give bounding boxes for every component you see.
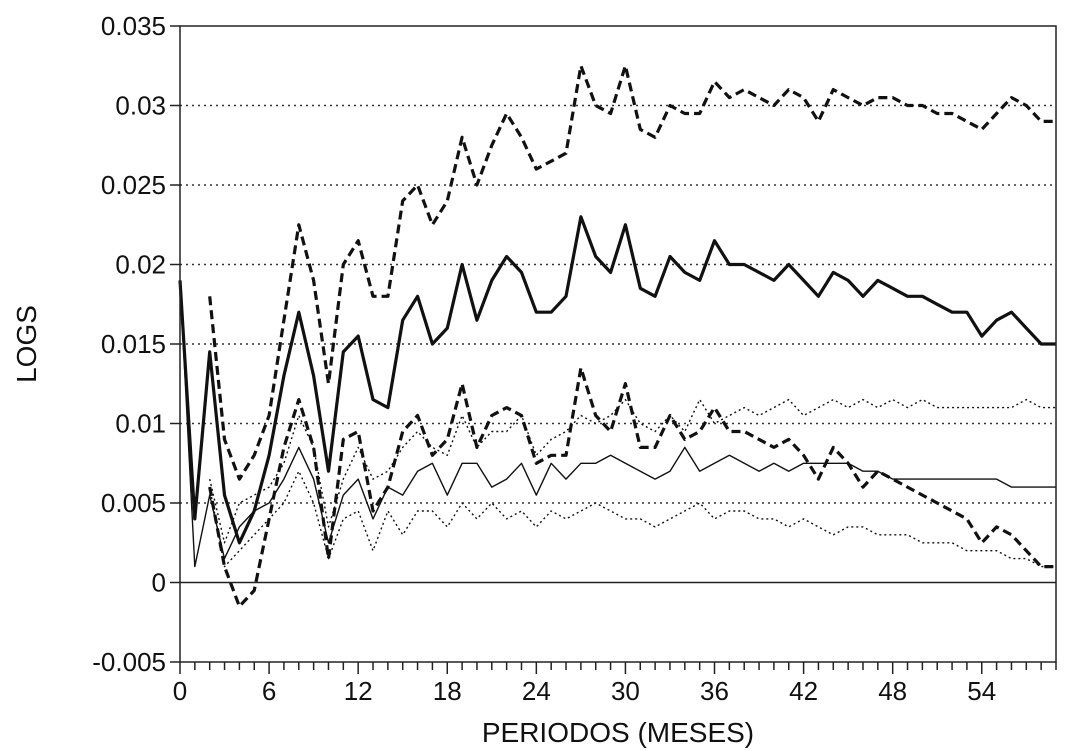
x-tick-label: 48 [878,676,907,706]
x-tick-label: 30 [611,676,640,706]
x-axis-ticks: 0 6 12 18 24 30 36 42 48 54 [173,662,1057,706]
x-tick-label: 24 [522,676,551,706]
x-tick-label: 12 [344,676,373,706]
series-line-3 [208,366,1056,609]
series-line-2 [208,64,1056,481]
series-layer [178,64,1056,609]
x-tick-label: 36 [700,676,729,706]
y-tick-label: 0.01 [115,409,166,439]
y-tick-label: 0.005 [101,488,166,518]
series-line-6 [209,470,1056,568]
y-tick-label: 0.02 [115,250,166,280]
y-tick-label: 0.03 [115,91,166,121]
series-line-1 [178,215,1056,545]
y-axis-ticks: -0.005 0 0.005 0.01 0.015 0.02 0.025 0.03 0.035 [92,11,180,677]
x-tick-label: 6 [262,676,276,706]
y-tick-label: -0.005 [92,647,166,677]
y-tick-label: 0.015 [101,329,166,359]
grid-lines [180,104,1056,504]
x-tick-label: 18 [433,676,462,706]
y-axis-title: LOGS [11,305,42,383]
x-tick-label: 54 [967,676,996,706]
x-axis-title: PERIODOS (MESES) [482,717,754,748]
y-tick-label: 0 [152,568,166,598]
x-tick-label: 42 [789,676,818,706]
y-tick-label: 0.035 [101,11,166,41]
y-tick-label: 0.025 [101,170,166,200]
series-line-4 [179,280,1056,568]
x-tick-label: 0 [173,676,187,706]
